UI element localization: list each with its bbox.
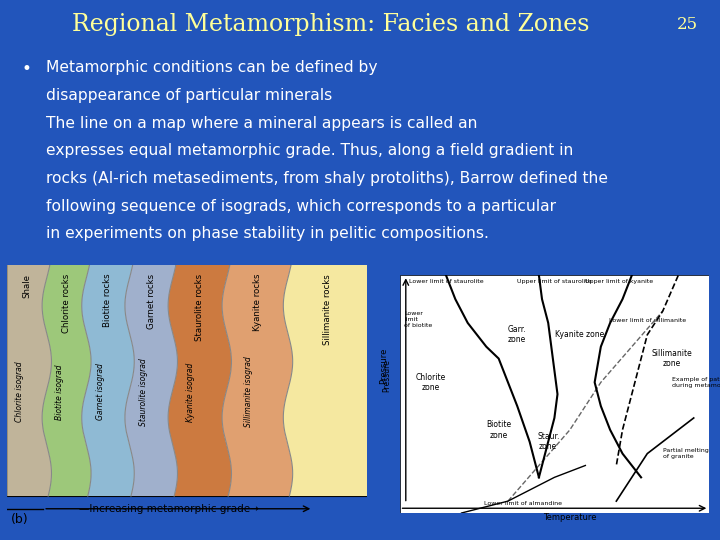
- Text: Sillimanite isograd: Sillimanite isograd: [244, 356, 253, 427]
- Text: Upper limit of kyanite: Upper limit of kyanite: [585, 279, 654, 284]
- Text: Example of path
during metamorphism: Example of path during metamorphism: [672, 377, 720, 388]
- Text: Pressure: Pressure: [382, 359, 392, 392]
- Text: Chlorite rocks: Chlorite rocks: [62, 274, 71, 333]
- Text: rocks (Al-rich metasediments, from shaly protoliths), Barrow defined the: rocks (Al-rich metasediments, from shaly…: [45, 171, 608, 186]
- Text: Temperature: Temperature: [543, 513, 597, 522]
- Bar: [7, 265, 367, 496]
- Text: Garnet rocks: Garnet rocks: [147, 274, 156, 329]
- Text: expresses equal metamorphic grade. Thus, along a field gradient in: expresses equal metamorphic grade. Thus,…: [45, 143, 577, 158]
- Text: Garnet isograd: Garnet isograd: [96, 363, 105, 420]
- Polygon shape: [222, 265, 292, 496]
- Text: Sillimanite
zone: Sillimanite zone: [652, 349, 693, 368]
- Text: disappearance of particular minerals: disappearance of particular minerals: [45, 88, 337, 103]
- Text: Upper limit of staurolite: Upper limit of staurolite: [517, 279, 592, 284]
- Text: •: •: [22, 60, 31, 78]
- Text: Biotite isograd: Biotite isograd: [55, 364, 64, 420]
- Text: following sequence of isograds, which corresponds to a particular: following sequence of isograds, which co…: [45, 199, 560, 214]
- Text: Staur.
zone: Staur. zone: [537, 432, 559, 451]
- Text: Garr.
zone: Garr. zone: [508, 325, 526, 345]
- Text: 25: 25: [678, 16, 698, 33]
- Text: Pressure: Pressure: [379, 348, 389, 384]
- Text: Chlorite isograd: Chlorite isograd: [15, 362, 24, 422]
- Text: Partial melting
of granite: Partial melting of granite: [662, 448, 708, 459]
- Text: Lower limit of almandine: Lower limit of almandine: [485, 501, 562, 506]
- Text: in experiments on phase stability in pelitic compositions.: in experiments on phase stability in pel…: [45, 226, 488, 241]
- Text: Staurolite isograd: Staurolite isograd: [140, 358, 148, 426]
- Text: The line on a map where a mineral appears is called an: The line on a map where a mineral appear…: [45, 116, 482, 131]
- Text: Biotite
zone: Biotite zone: [486, 420, 511, 440]
- Text: Shale: Shale: [22, 274, 32, 298]
- Text: Sillimanite rocks: Sillimanite rocks: [323, 274, 332, 345]
- Text: Chlorite
zone: Chlorite zone: [415, 373, 446, 392]
- Polygon shape: [42, 265, 91, 496]
- Text: Biotite rocks: Biotite rocks: [104, 274, 112, 327]
- Polygon shape: [7, 265, 51, 496]
- Text: Regional Metamorphism: Facies and Zones: Regional Metamorphism: Facies and Zones: [73, 13, 590, 36]
- Polygon shape: [168, 265, 231, 496]
- Text: —Increasing metamorphic grade→: —Increasing metamorphic grade→: [79, 504, 259, 514]
- Polygon shape: [125, 265, 177, 496]
- Text: Lower limit of sillimanite: Lower limit of sillimanite: [608, 318, 686, 323]
- Text: Kyanite zone: Kyanite zone: [554, 330, 604, 339]
- Polygon shape: [82, 265, 134, 496]
- Text: Staurolite rocks: Staurolite rocks: [195, 274, 204, 341]
- Text: Metamorphic conditions can be defined by: Metamorphic conditions can be defined by: [45, 60, 382, 75]
- Text: Kyanite rocks: Kyanite rocks: [253, 274, 262, 332]
- Text: Lower
limit
of biotite: Lower limit of biotite: [404, 311, 433, 328]
- Text: Lower limit of staurolite: Lower limit of staurolite: [409, 279, 483, 284]
- Text: (b): (b): [11, 512, 28, 525]
- Text: Kyanite isograd: Kyanite isograd: [186, 362, 195, 422]
- Polygon shape: [284, 265, 367, 496]
